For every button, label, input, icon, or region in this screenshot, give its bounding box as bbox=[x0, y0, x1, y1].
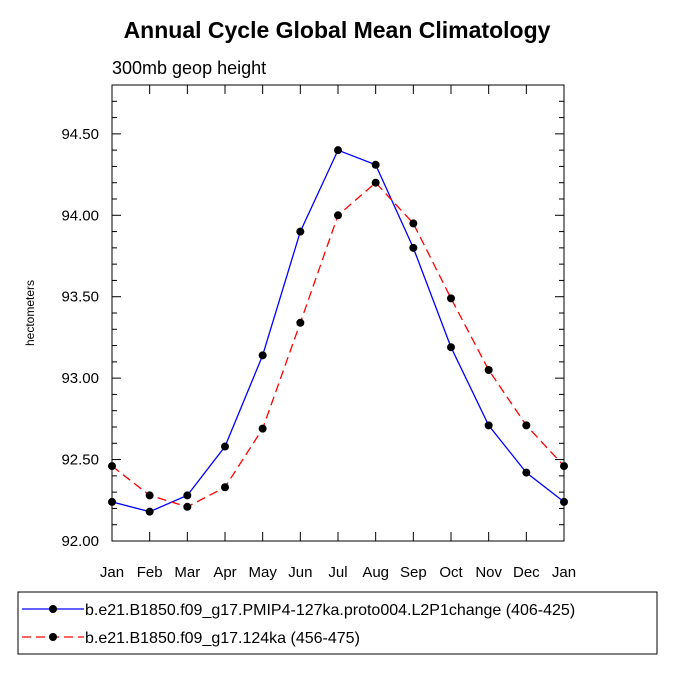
series-2-point bbox=[108, 462, 116, 471]
x-tick-label: Jan bbox=[100, 564, 124, 581]
x-tick-label: Mar bbox=[174, 564, 200, 581]
series-line-1 bbox=[111, 149, 565, 513]
y-tick-label: 93.50 bbox=[61, 289, 99, 306]
series-2-point bbox=[183, 502, 192, 511]
series-2-point bbox=[409, 219, 418, 228]
series-1-point bbox=[296, 227, 305, 236]
y-tick-label: 93.00 bbox=[61, 370, 99, 387]
x-tick-label: Aug bbox=[362, 564, 389, 581]
x-tick-label: Jun bbox=[288, 564, 312, 581]
series-2-point bbox=[334, 211, 342, 220]
legend-marker-1 bbox=[49, 605, 57, 613]
x-tick-label: Oct bbox=[439, 564, 463, 581]
series-2-point bbox=[258, 424, 267, 433]
legend-items: b.e21.B1850.f09_g17.PMIP4-127ka.proto004… bbox=[22, 602, 575, 647]
y-axis-label: hectometers bbox=[23, 280, 37, 346]
chart-subtitle: 300mb geop height bbox=[112, 58, 266, 78]
series-layer bbox=[108, 146, 568, 516]
series-2-point bbox=[221, 483, 229, 492]
x-tick-label: Sep bbox=[400, 564, 427, 581]
y-tick-label: 94.50 bbox=[61, 126, 99, 143]
y-tick-label: 92.00 bbox=[61, 533, 99, 550]
axis-ticks: Jan Feb Mar Apr May Jun Jul Aug Sep Oct Nov Dec Jan9… bbox=[61, 84, 576, 581]
x-tick-label: Feb bbox=[137, 564, 163, 581]
series-1-point bbox=[258, 351, 267, 360]
chart-title: Annual Cycle Global Mean Climatology bbox=[124, 17, 551, 43]
series-2-point bbox=[296, 318, 305, 327]
x-tick-label: Nov bbox=[475, 564, 502, 581]
series-2-point bbox=[484, 366, 493, 374]
series-1-point bbox=[522, 468, 531, 477]
series-1-point bbox=[145, 507, 154, 516]
x-tick-label: Dec bbox=[513, 564, 540, 581]
series-1-point bbox=[221, 442, 229, 451]
series-2-point bbox=[522, 421, 531, 430]
y-tick-label: 92.50 bbox=[61, 452, 99, 469]
series-2-point bbox=[371, 178, 380, 187]
series-1-point bbox=[371, 160, 380, 169]
legend-marker-2 bbox=[49, 633, 57, 641]
legend-label-1: b.e21.B1850.f09_g17.PMIP4-127ka.proto004… bbox=[85, 602, 575, 619]
x-tick-label: Jan bbox=[552, 564, 576, 581]
y-tick-label: 94.00 bbox=[61, 207, 99, 224]
legend bbox=[17, 591, 658, 655]
series-1-point bbox=[484, 421, 493, 430]
x-tick-label: Apr bbox=[213, 564, 236, 581]
series-1-point bbox=[183, 491, 192, 500]
x-tick-label: May bbox=[248, 564, 277, 581]
series-2-point bbox=[145, 491, 154, 500]
x-tick-label: Jul bbox=[328, 564, 347, 581]
series-1-point bbox=[334, 146, 342, 155]
series-line-2 bbox=[111, 181, 565, 508]
legend-label-2: b.e21.B1850.f09_g17.124ka (456-475) bbox=[85, 630, 360, 647]
series-2-point bbox=[447, 294, 455, 303]
series-1-point bbox=[409, 243, 418, 252]
series-1-point bbox=[447, 343, 455, 352]
series-1-point bbox=[108, 497, 116, 506]
series-2-point bbox=[560, 462, 568, 471]
series-1-point bbox=[560, 497, 568, 506]
